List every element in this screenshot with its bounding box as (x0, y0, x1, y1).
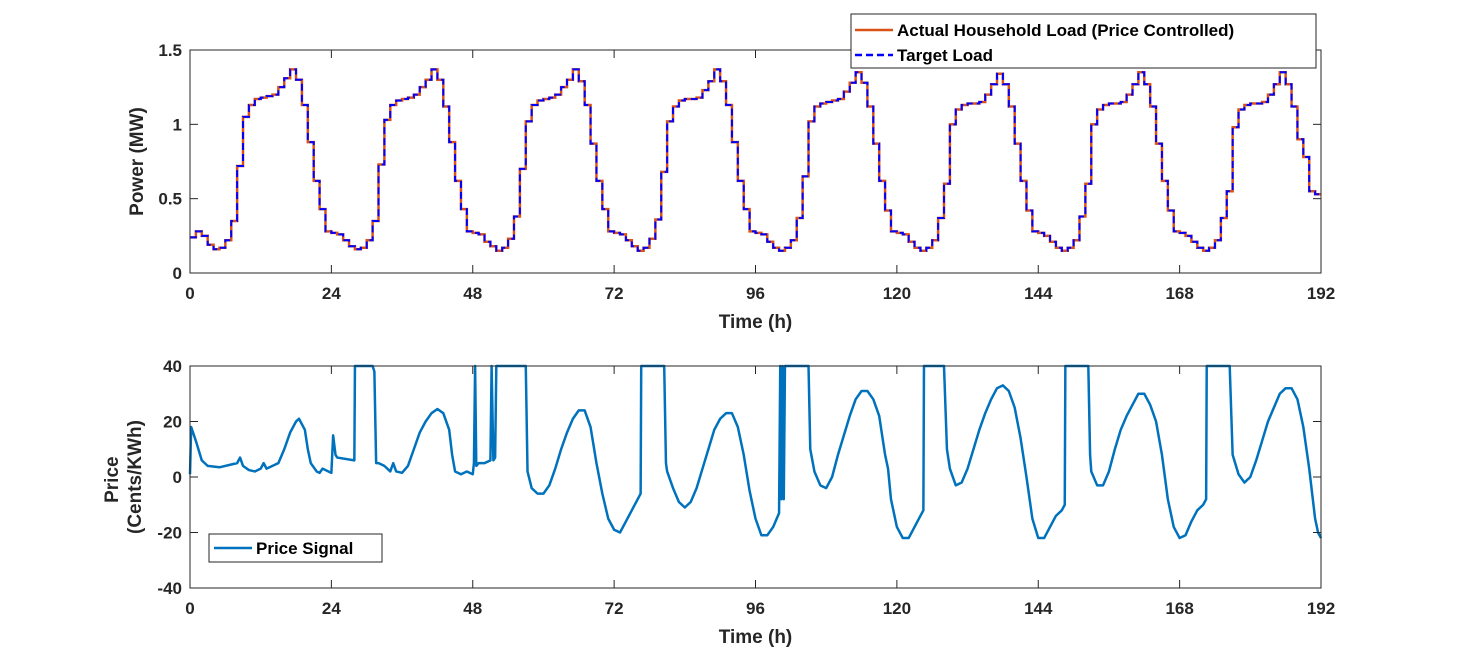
y-tick-label: 0.5 (158, 190, 182, 209)
y-tick-label: -40 (157, 579, 182, 598)
power-y-axis-label: Power (MW) (127, 107, 148, 216)
x-tick-label: 96 (746, 599, 765, 618)
y-tick-label: 0 (173, 468, 182, 487)
power-x-axis-label: Time (h) (719, 312, 793, 333)
power-tick-layer: 0 24 48 72 96 120 144 168 192 0 0.5 1 1.5 (158, 41, 1335, 303)
price-y-axis-label: Price (Cents/KWh) (102, 420, 146, 534)
price-series-layer (188, 364, 1323, 540)
power-legend: Actual Household Load (Price Controlled)… (850, 13, 1317, 69)
price-x-axis-label: Time (h) (719, 627, 793, 648)
y-tick-label: 0 (173, 264, 182, 283)
x-tick-label: 24 (322, 284, 341, 303)
x-tick-label: 72 (605, 284, 624, 303)
y-tick-label: -20 (157, 524, 182, 543)
y-tick-label: 1.5 (158, 41, 182, 60)
price-tick-layer: 0 24 48 72 96 120 144 168 192 -40 -20 0 20 40 (157, 357, 1335, 618)
y-tick-label: 1 (173, 115, 182, 134)
price-legend: Price Signal (208, 533, 383, 563)
legend-label-target: Target Load (897, 46, 993, 65)
price-plot: 0 24 48 72 96 120 144 168 192 -40 -20 0 20 40 Time (h… (102, 357, 1335, 648)
x-tick-label: 120 (883, 599, 911, 618)
series-line-price-signal (188, 364, 1323, 540)
x-tick-label: 168 (1165, 599, 1193, 618)
price-y-axis-label-line2: (Cents/KWh) (125, 420, 146, 534)
x-tick-label: 0 (185, 284, 194, 303)
x-tick-label: 192 (1307, 284, 1335, 303)
y-tick-label: 40 (163, 357, 182, 376)
legend-label-actual: Actual Household Load (Price Controlled) (897, 21, 1234, 40)
series-line-target-load (190, 68, 1321, 252)
power-legend-box (850, 13, 1317, 69)
x-tick-label: 48 (463, 599, 482, 618)
price-y-axis-label-line1: Price (102, 456, 123, 502)
x-tick-label: 144 (1024, 284, 1053, 303)
x-tick-label: 72 (605, 599, 624, 618)
x-tick-label: 192 (1307, 599, 1335, 618)
x-tick-label: 120 (883, 284, 911, 303)
x-tick-label: 0 (185, 599, 194, 618)
legend-label-price: Price Signal (256, 539, 353, 558)
y-tick-label: 20 (163, 413, 182, 432)
x-tick-label: 24 (322, 599, 341, 618)
power-series-layer (190, 68, 1321, 252)
x-tick-label: 168 (1165, 284, 1193, 303)
x-tick-label: 144 (1024, 599, 1053, 618)
x-tick-label: 96 (746, 284, 765, 303)
power-plot: 0 24 48 72 96 120 144 168 192 0 0.5 1 1.5 Time (h) P… (127, 13, 1335, 333)
x-tick-label: 48 (463, 284, 482, 303)
